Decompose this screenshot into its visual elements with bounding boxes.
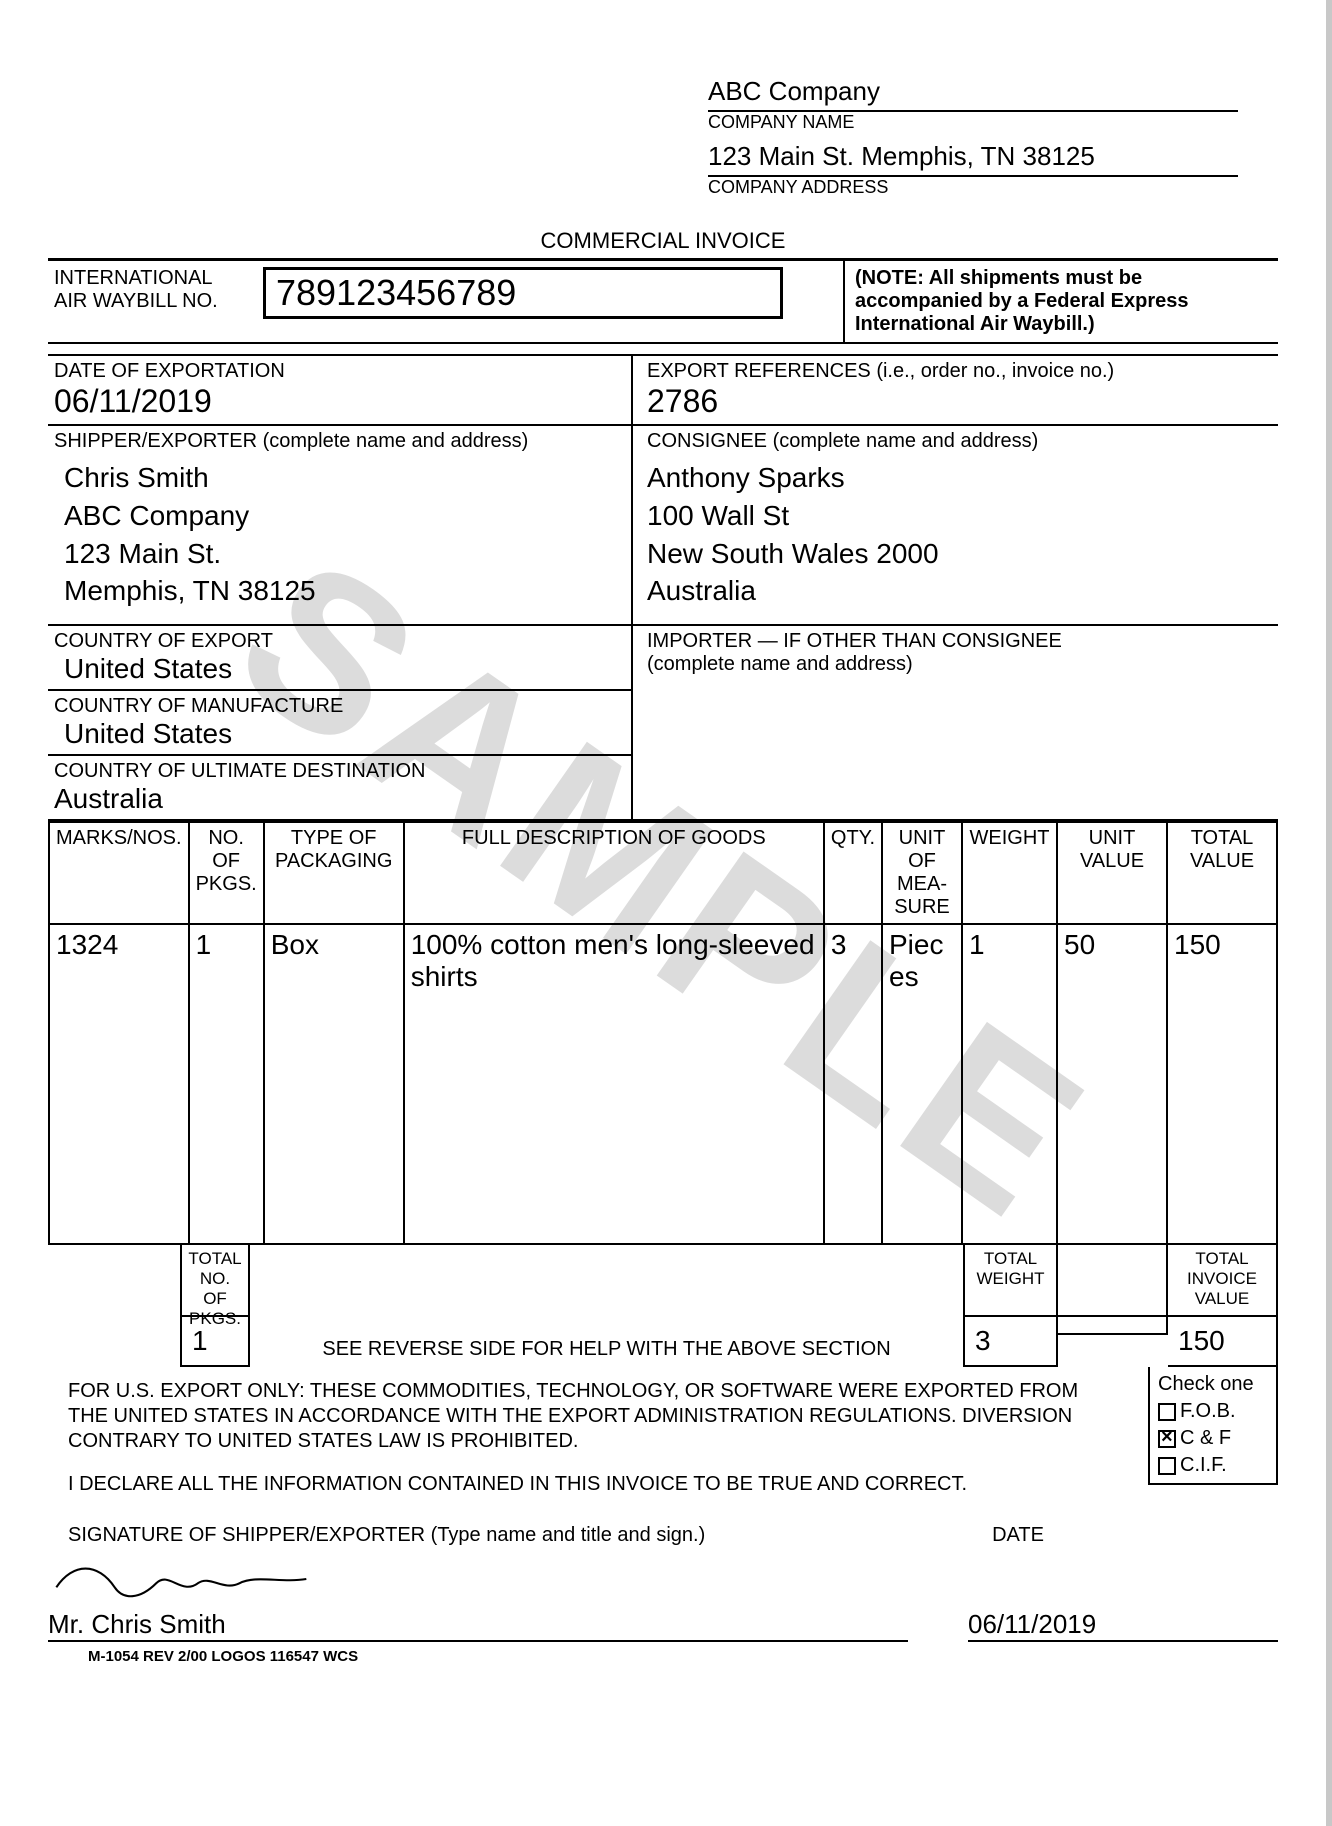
export-refs-value: 2786	[647, 383, 1272, 420]
country-manufacture-value: United States	[54, 718, 625, 750]
th-weight: WEIGHT	[962, 822, 1057, 924]
terms-cf: C & F	[1180, 1427, 1231, 1449]
total-weight-label: TOTAL WEIGHT	[963, 1245, 1058, 1317]
airbill-number: 789123456789	[263, 267, 783, 319]
document-title: COMMERCIAL INVOICE	[48, 228, 1278, 254]
shipper-line3: 123 Main St.	[54, 535, 625, 573]
consignee-line4: Australia	[647, 572, 1272, 610]
importer-label-l1: IMPORTER — IF OTHER THAN CONSIGNEE	[647, 630, 1272, 653]
company-name-value: ABC Company	[708, 76, 1238, 107]
country-destination-label: COUNTRY OF ULTIMATE DESTINATION	[54, 760, 625, 783]
company-address-value: 123 Main St. Memphis, TN 38125	[708, 141, 1238, 172]
declaration: I DECLARE ALL THE INFORMATION CONTAINED …	[48, 1472, 1138, 1497]
total-invoice-value: 150	[1168, 1317, 1278, 1367]
signature-name: Mr. Chris Smith	[48, 1609, 848, 1640]
country-manufacture-label: COUNTRY OF MANUFACTURE	[54, 695, 625, 718]
date-label: DATE	[918, 1523, 1118, 1548]
airbill-label-l2: AIR WAYBILL NO.	[54, 290, 257, 313]
checkbox-cif[interactable]	[1158, 1457, 1176, 1475]
consignee-label: CONSIGNEE (complete name and address)	[647, 430, 1272, 453]
terms-heading: Check one	[1158, 1373, 1268, 1396]
export-date-value: 06/11/2019	[54, 383, 625, 420]
th-qty: QTY.	[824, 822, 882, 924]
checkbox-fob[interactable]	[1158, 1403, 1176, 1421]
th-unit-value: UNIT VALUE	[1057, 822, 1167, 924]
consignee-line2: 100 Wall St	[647, 497, 1272, 535]
terms-cif: C.I.F.	[1180, 1454, 1227, 1476]
shipper-line2: ABC Company	[54, 497, 625, 535]
td-unit-value: 50	[1057, 924, 1167, 1244]
reverse-note: SEE REVERSE SIDE FOR HELP WITH THE ABOVE…	[250, 1338, 963, 1361]
th-pkg-type: TYPE OF PACKAGING	[264, 822, 404, 924]
td-pkgs: 1	[189, 924, 264, 1244]
company-name-label: COMPANY NAME	[708, 112, 1238, 133]
td-weight: 1	[962, 924, 1057, 1244]
form-id: M-1054 REV 2/00 LOGOS 116547 WCS	[88, 1648, 1278, 1665]
shipper-label: SHIPPER/EXPORTER (complete name and addr…	[54, 430, 625, 453]
terms-fob: F.O.B.	[1180, 1400, 1236, 1422]
export-date-label: DATE OF EXPORTATION	[54, 360, 625, 383]
td-unit-measure: Pieces	[882, 924, 962, 1244]
consignee-line3: New South Wales 2000	[647, 535, 1272, 573]
checkbox-cf[interactable]	[1158, 1430, 1176, 1448]
td-marks: 1324	[49, 924, 189, 1244]
signature-label: SIGNATURE OF SHIPPER/EXPORTER (Type name…	[68, 1523, 918, 1548]
country-export-label: COUNTRY OF EXPORT	[54, 630, 625, 653]
total-pkgs-label: TOTAL NO. OF PKGS.	[180, 1245, 250, 1317]
th-pkgs: NO. OF PKGS.	[189, 822, 264, 924]
terms-box: Check one F.O.B. C & F C.I.F.	[1148, 1367, 1278, 1485]
td-total-value: 150	[1167, 924, 1277, 1244]
th-desc: FULL DESCRIPTION OF GOODS	[404, 822, 824, 924]
signature-date: 06/11/2019	[968, 1609, 1278, 1640]
th-marks: MARKS/NOS.	[49, 822, 189, 924]
signature-icon	[48, 1554, 315, 1604]
goods-table: MARKS/NOS. NO. OF PKGS. TYPE OF PACKAGIN…	[48, 821, 1278, 1245]
shipper-line4: Memphis, TN 38125	[54, 572, 625, 610]
country-export-value: United States	[54, 653, 625, 685]
total-weight-value: 3	[963, 1317, 1058, 1367]
country-destination-value: Australia	[54, 783, 625, 815]
td-desc: 100% cotton men's long-sleeved shirts	[404, 924, 824, 1244]
importer-label-l2: (complete name and address)	[647, 653, 1272, 676]
airbill-label-l1: INTERNATIONAL	[54, 267, 257, 290]
export-clause: FOR U.S. EXPORT ONLY: THESE COMMODITIES,…	[48, 1379, 1138, 1454]
th-total-value: TOTAL VALUE	[1167, 822, 1277, 924]
export-refs-label: EXPORT REFERENCES (i.e., order no., invo…	[647, 360, 1272, 383]
total-invoice-label: TOTAL INVOICE VALUE	[1168, 1245, 1278, 1317]
th-unit-measure: UNIT OF MEA-SURE	[882, 822, 962, 924]
td-pkg-type: Box	[264, 924, 404, 1244]
company-header: ABC Company COMPANY NAME 123 Main St. Me…	[708, 70, 1238, 198]
shipper-line1: Chris Smith	[54, 459, 625, 497]
company-address-label: COMPANY ADDRESS	[708, 177, 1238, 198]
consignee-line1: Anthony Sparks	[647, 459, 1272, 497]
airbill-label: INTERNATIONAL AIR WAYBILL NO.	[48, 261, 263, 342]
airbill-note: (NOTE: All shipments must be accompanied…	[843, 261, 1278, 342]
td-qty: 3	[824, 924, 882, 1244]
